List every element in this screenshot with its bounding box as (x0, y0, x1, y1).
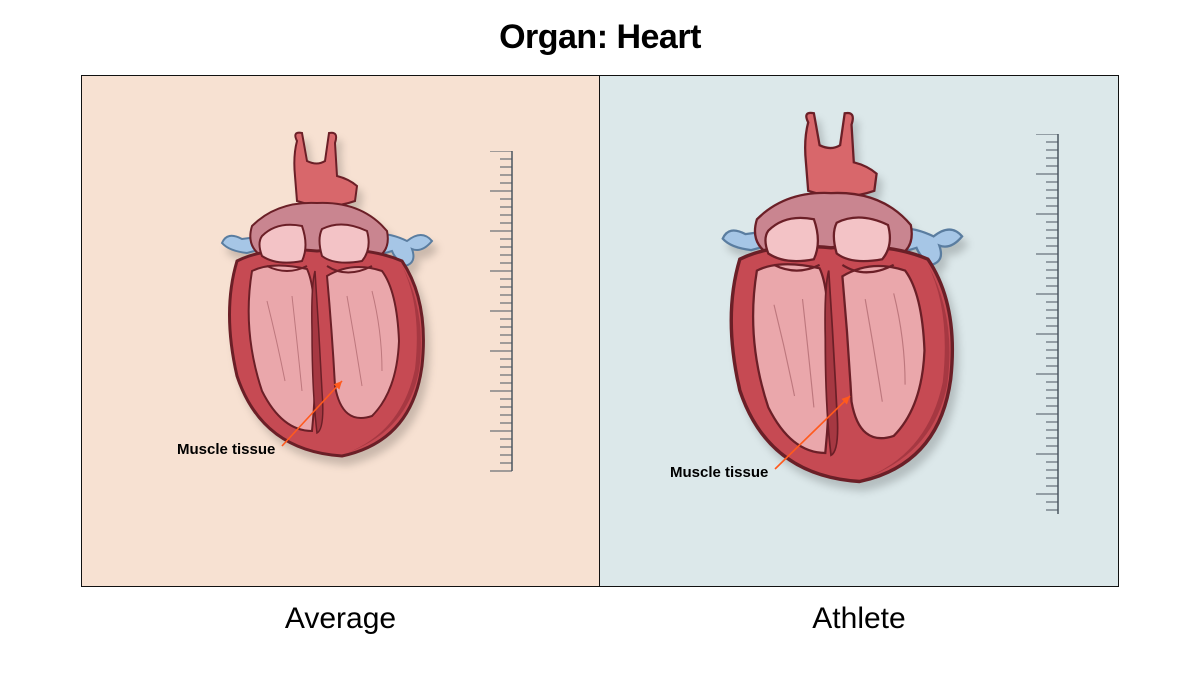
ruler-average (482, 151, 514, 478)
annotation-arrow-average (276, 375, 348, 452)
panel-label-athlete: Athlete (812, 602, 905, 636)
comparison-panels: Muscle tissue Average (81, 75, 1119, 587)
annotation-arrow-athlete (769, 390, 856, 475)
page-title: Organ: Heart (499, 18, 701, 57)
panel-average: Muscle tissue Average (82, 76, 600, 586)
panel-athlete: Muscle tissue Athlete (600, 76, 1118, 586)
annotation-label-athlete: Muscle tissue (670, 464, 768, 481)
annotation-label-average: Muscle tissue (177, 441, 275, 458)
ruler-athlete (1028, 134, 1060, 521)
panel-label-average: Average (285, 602, 396, 636)
